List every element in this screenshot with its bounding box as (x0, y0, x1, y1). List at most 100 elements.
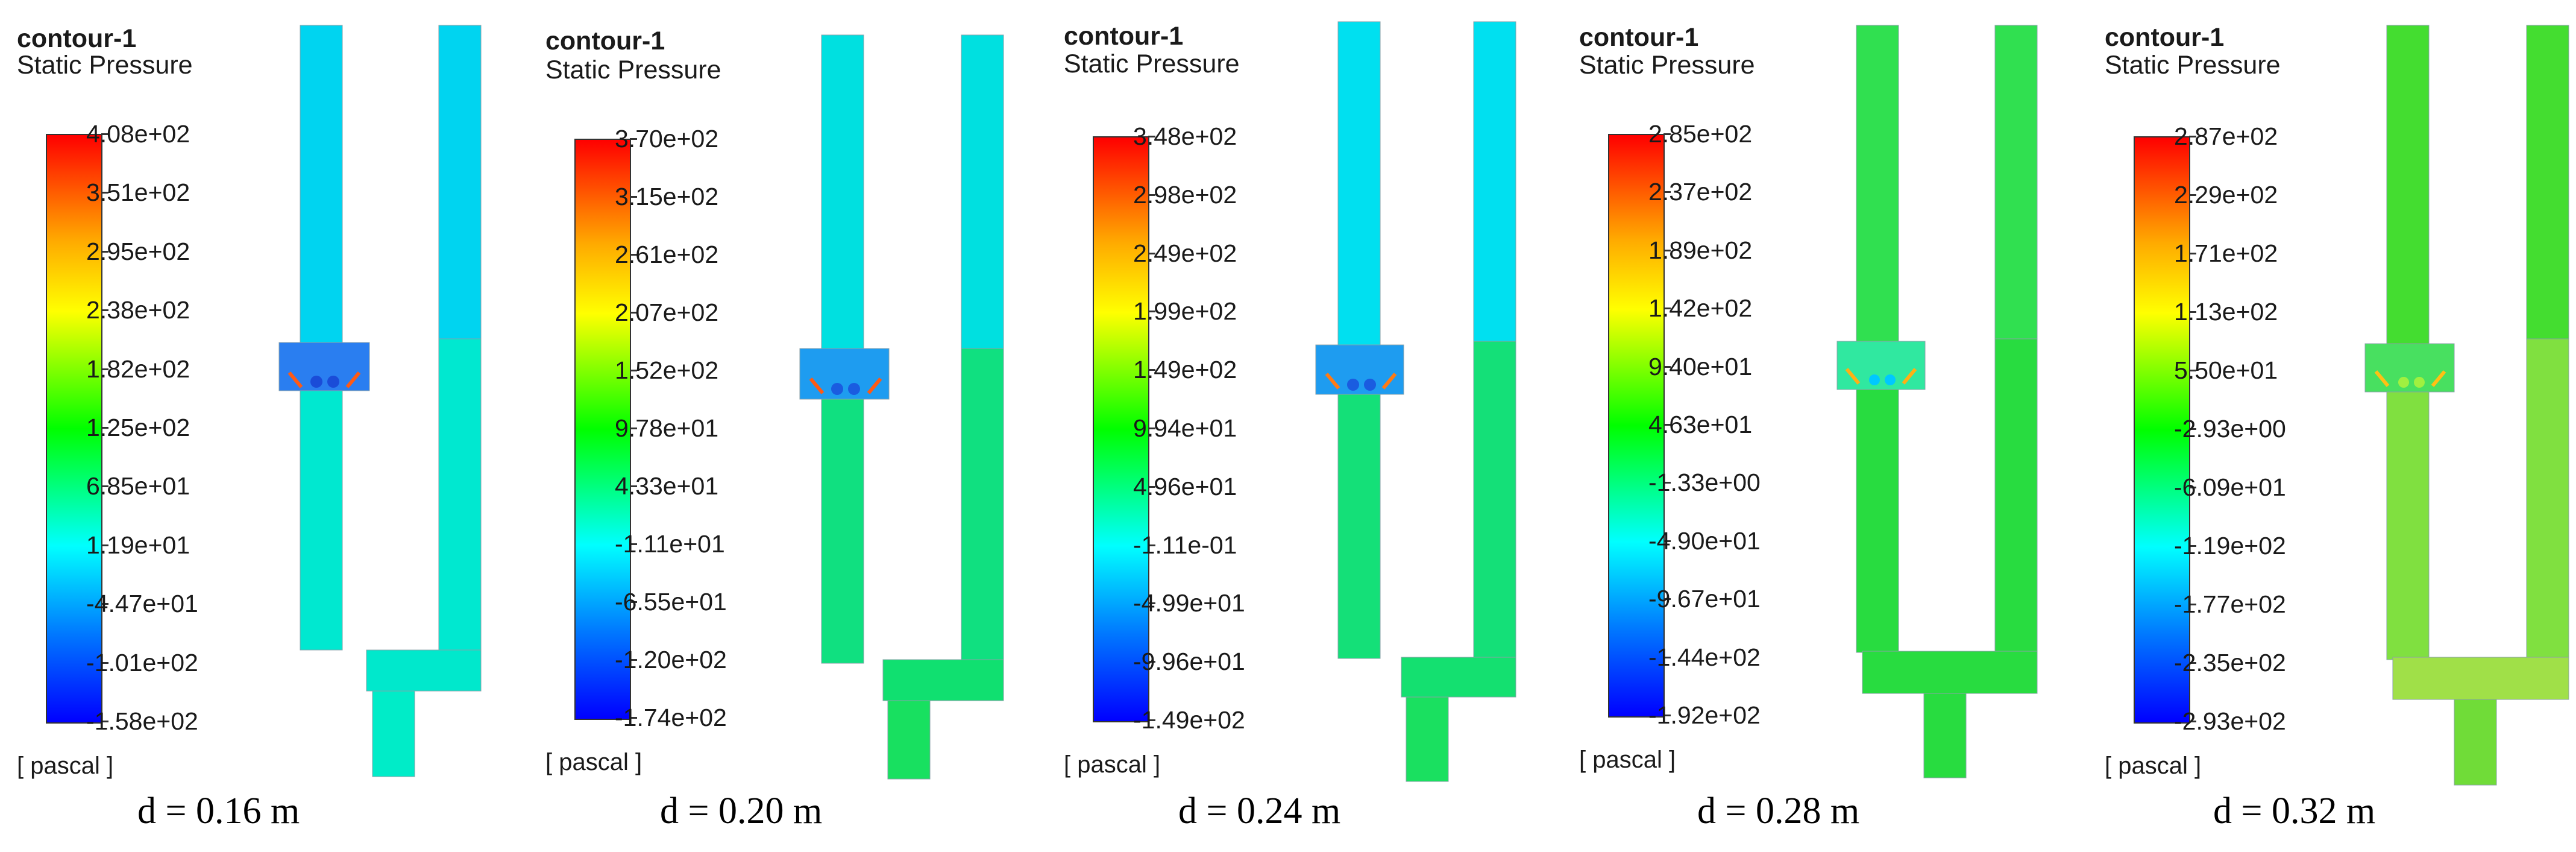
vortex-marker (2414, 377, 2425, 388)
colorbar-tick-label: 3.70e+02 (615, 125, 719, 153)
colorbar-tick (1663, 540, 1671, 542)
colorbar-tick (1663, 424, 1671, 426)
colorbar-tick (1663, 482, 1671, 484)
colorbar-tick-label: 2.85e+02 (1648, 120, 1753, 148)
contour-subtitle: Static Pressure (545, 55, 721, 84)
colorbar-tick (630, 428, 637, 429)
colorbar-tick (1663, 133, 1671, 135)
outlet-pipe (372, 690, 415, 777)
colorbar-tick (1148, 428, 1155, 429)
contour-title: contour-1 (1064, 22, 1184, 51)
colorbar-tick-label: 2.95e+02 (86, 237, 190, 265)
colorbar-tick-label: 2.29e+02 (2174, 181, 2278, 209)
colorbar-tick (1148, 485, 1155, 488)
colorbar-tick (101, 427, 108, 429)
colorbar-tick-label: -1.33e+00 (1648, 469, 1761, 497)
colorbar-tick (2189, 428, 2196, 430)
caption: d = 0.20 m (660, 790, 823, 831)
colorbar-tick (1663, 715, 1671, 716)
colorbar-tick-label: 1.82e+02 (86, 355, 190, 383)
colorbar-tick-label: 2.98e+02 (1133, 180, 1237, 209)
bottom-connector (882, 659, 1004, 701)
left-leg-lower (821, 397, 864, 664)
colorbar-tick (630, 312, 637, 314)
colorbar-tick (1148, 311, 1155, 313)
left-leg-upper (1856, 25, 1899, 342)
colorbar-tick-label: -1.01e+02 (86, 648, 198, 677)
colorbar-tick (1148, 194, 1155, 196)
colorbar-tick-label: 1.49e+02 (1133, 356, 1237, 384)
colorbar-tick-label: 2.07e+02 (615, 298, 719, 326)
colorbar-tick-label: 1.19e+01 (86, 531, 190, 559)
left-leg-upper (2386, 25, 2430, 344)
inflow-arrow-right (2431, 370, 2446, 387)
colorbar-tick (101, 250, 108, 253)
right-leg-upper (1994, 25, 2038, 339)
left-leg-lower (1337, 393, 1381, 659)
colorbar-tick (101, 368, 108, 370)
colorbar-tick (2189, 545, 2196, 547)
vortex-marker (1885, 374, 1896, 385)
contour-subtitle: Static Pressure (1579, 51, 1755, 80)
colorbar-tick (630, 370, 637, 371)
unit-label: [ pascal ] (17, 753, 114, 779)
colorbar-tick (1148, 136, 1155, 137)
caption: d = 0.28 m (1697, 790, 1860, 831)
colorbar-tick (2189, 604, 2196, 605)
colorbar-tick (101, 309, 108, 312)
unit-label: [ pascal ] (1064, 751, 1161, 778)
colorbar-tick-label: 9.78e+01 (615, 414, 719, 442)
pipe-geometry (2364, 25, 2569, 786)
vortex-marker (1364, 379, 1376, 391)
colorbar-tick-label: 3.51e+02 (86, 178, 190, 207)
injection-chamber (1836, 341, 1926, 390)
colorbar-tick-label: 3.48e+02 (1133, 122, 1237, 150)
colorbar-tick (630, 138, 637, 140)
contour-title: contour-1 (545, 27, 665, 55)
bottom-connector (1862, 651, 2038, 694)
injection-chamber (278, 342, 370, 391)
vortex-marker (2398, 377, 2409, 388)
colorbar-tick (2189, 194, 2196, 196)
colorbar-tick-label: 2.61e+02 (615, 241, 719, 268)
colorbar-tick (1148, 661, 1155, 663)
right-leg-upper (1473, 21, 1516, 342)
right-leg-lower (961, 348, 1004, 664)
colorbar-tick (101, 544, 108, 546)
colorbar-tick (101, 192, 108, 194)
colorbar-tick-label: -1.11e+01 (615, 530, 725, 558)
colorbar-tick (1663, 249, 1671, 251)
colorbar-tick (1148, 544, 1155, 546)
colorbar-tick (2189, 721, 2196, 722)
contour-subtitle: Static Pressure (2105, 51, 2281, 80)
colorbar-tick (1148, 719, 1155, 721)
colorbar-tick-label: 1.13e+02 (2174, 298, 2278, 326)
right-leg-lower (1473, 341, 1516, 659)
colorbar-tick (1663, 191, 1671, 194)
right-leg-lower (2526, 338, 2569, 660)
colorbar-tick-label: 2.49e+02 (1133, 239, 1237, 267)
colorbar-tick-label: -4.99e+01 (1133, 589, 1245, 617)
colorbar-tick-label: 4.33e+01 (615, 472, 719, 500)
pipe-geometry (799, 34, 1004, 780)
left-leg-upper (300, 25, 343, 344)
colorbar-tick-label: -2.93e+00 (2174, 415, 2286, 443)
colorbar-tick-label: 2.38e+02 (86, 296, 190, 324)
colorbar-tick-label: -1.92e+02 (1648, 701, 1761, 729)
colorbar-tick-label: 1.99e+02 (1133, 297, 1237, 326)
colorbar-tick-label: -1.19e+02 (2174, 532, 2286, 560)
left-leg-upper (1337, 21, 1381, 346)
colorbar-tick-label: -1.49e+02 (1133, 706, 1245, 734)
outlet-pipe (2454, 699, 2497, 786)
colorbar-tick-label: 3.15e+02 (615, 183, 719, 210)
colorbar-tick (1148, 602, 1155, 605)
unit-label: [ pascal ] (545, 749, 642, 775)
outlet-pipe (1406, 696, 1449, 782)
colorbar (1608, 134, 1665, 718)
right-leg-upper (2526, 25, 2569, 339)
injection-chamber (1315, 344, 1404, 395)
colorbar-tick-label: -4.90e+01 (1648, 526, 1761, 555)
right-leg-upper (438, 25, 482, 339)
right-leg-lower (438, 338, 482, 651)
left-leg-upper (821, 34, 864, 349)
